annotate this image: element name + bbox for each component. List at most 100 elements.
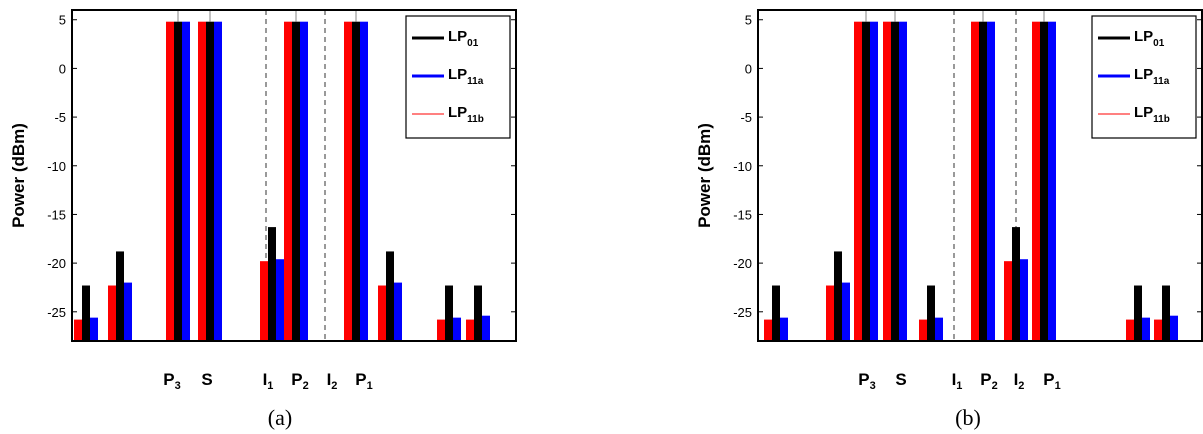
bar-black — [862, 21, 870, 342]
frequency-label: P3 — [858, 370, 875, 392]
bar-black — [82, 285, 90, 341]
legend-entry: LP11a — [1134, 66, 1170, 87]
y-axis-label: Power (dBm) — [9, 123, 28, 228]
panel-caption: (b) — [955, 405, 981, 430]
frequency-label: S — [201, 370, 212, 389]
bar-blue — [1020, 259, 1028, 341]
legend-entry: LP01 — [1134, 28, 1165, 49]
y-tick-label: -20 — [733, 256, 752, 271]
bar-black — [445, 285, 453, 341]
y-tick-label: 0 — [59, 61, 66, 76]
bar-black — [1134, 285, 1142, 341]
bar-red — [260, 261, 268, 341]
bar-blue — [214, 21, 222, 342]
y-tick-label: -25 — [47, 305, 66, 320]
y-tick-label: -5 — [740, 110, 752, 125]
bar-red — [1004, 261, 1012, 341]
bar-black — [891, 21, 899, 342]
bar-blue — [780, 317, 788, 341]
y-tick-label: 5 — [59, 13, 66, 28]
bar-blue — [182, 21, 190, 342]
legend-entry: LP11a — [448, 66, 484, 87]
frequency-label: I2 — [327, 370, 338, 392]
bar-black — [1040, 21, 1048, 342]
frequency-label: I1 — [952, 370, 963, 392]
y-tick-label: 5 — [745, 13, 752, 28]
bar-red — [466, 319, 474, 341]
bar-black — [834, 251, 842, 341]
bar-red — [1126, 319, 1134, 341]
bar-blue — [300, 21, 308, 342]
frequency-label: I1 — [263, 370, 274, 392]
bar-black — [927, 285, 935, 341]
bar-red — [1154, 319, 1162, 341]
frequency-label: I2 — [1014, 370, 1025, 392]
frequency-label: P2 — [291, 370, 308, 392]
frequency-label: P1 — [1043, 370, 1060, 392]
legend-entry: LP01 — [448, 28, 479, 49]
y-tick-label: -15 — [733, 207, 752, 222]
bar-blue — [1142, 317, 1150, 341]
bar-black — [1012, 227, 1020, 341]
y-tick-label: -20 — [47, 256, 66, 271]
chart-panel-b: 5 0 -5 -10 -15 -20 -25 Power (dBm) P3 S I1 P2 I2 P1 (b… — [695, 9, 1203, 430]
bar-red — [198, 21, 206, 342]
bar-black — [979, 21, 987, 342]
bar-blue — [90, 317, 98, 341]
bar-red — [166, 21, 174, 342]
bar-blue — [1048, 21, 1056, 342]
bar-blue — [987, 21, 995, 342]
bar-black — [174, 21, 182, 342]
bar-blue — [870, 21, 878, 342]
bar-red — [883, 21, 891, 342]
bar-red — [74, 319, 82, 341]
axes-frame — [71, 9, 517, 342]
bar-red — [378, 285, 386, 341]
y-axis-label: Power (dBm) — [695, 123, 714, 228]
bar-blue — [482, 315, 490, 341]
bar-red — [437, 319, 445, 341]
bar-black — [772, 285, 780, 341]
legend-entry: LP11b — [1134, 104, 1170, 125]
bar-red — [826, 285, 834, 341]
bar-black — [386, 251, 394, 341]
bar-red — [971, 21, 979, 342]
bar-red — [854, 21, 862, 342]
bar-black — [1162, 285, 1170, 341]
frequency-label: S — [895, 370, 906, 389]
bar-black — [268, 227, 276, 341]
frequency-label: P1 — [355, 370, 372, 392]
bar-blue — [1170, 315, 1178, 341]
axes-frame — [757, 9, 1203, 342]
frequency-label: P2 — [980, 370, 997, 392]
chart-panel-a: 5 0 -5 -10 -15 -20 -25 Power (dBm) P3 S I1 P2 I2 P1 (a… — [9, 9, 517, 430]
bar-black — [116, 251, 124, 341]
bar-red — [764, 319, 772, 341]
bar-black — [292, 21, 300, 342]
bar-red — [344, 21, 352, 342]
bar-blue — [935, 317, 943, 341]
bar-blue — [394, 282, 402, 341]
bar-blue — [276, 259, 284, 341]
bar-red — [284, 21, 292, 342]
bar-red — [919, 319, 927, 341]
legend-entry: LP11b — [448, 104, 484, 125]
bar-blue — [899, 21, 907, 342]
y-tick-label: -15 — [47, 207, 66, 222]
bar-black — [352, 21, 360, 342]
bar-black — [206, 21, 214, 342]
frequency-label: P3 — [163, 370, 180, 392]
y-tick-label: -25 — [733, 305, 752, 320]
bar-blue — [360, 21, 368, 342]
y-tick-label: -5 — [54, 110, 66, 125]
bar-red — [108, 285, 116, 341]
y-tick-label: -10 — [733, 159, 752, 174]
bar-blue — [124, 282, 132, 341]
y-tick-label: -10 — [47, 159, 66, 174]
bar-red — [1032, 21, 1040, 342]
bar-blue — [453, 317, 461, 341]
bar-black — [474, 285, 482, 341]
bar-blue — [842, 282, 850, 341]
panel-caption: (a) — [268, 405, 292, 430]
